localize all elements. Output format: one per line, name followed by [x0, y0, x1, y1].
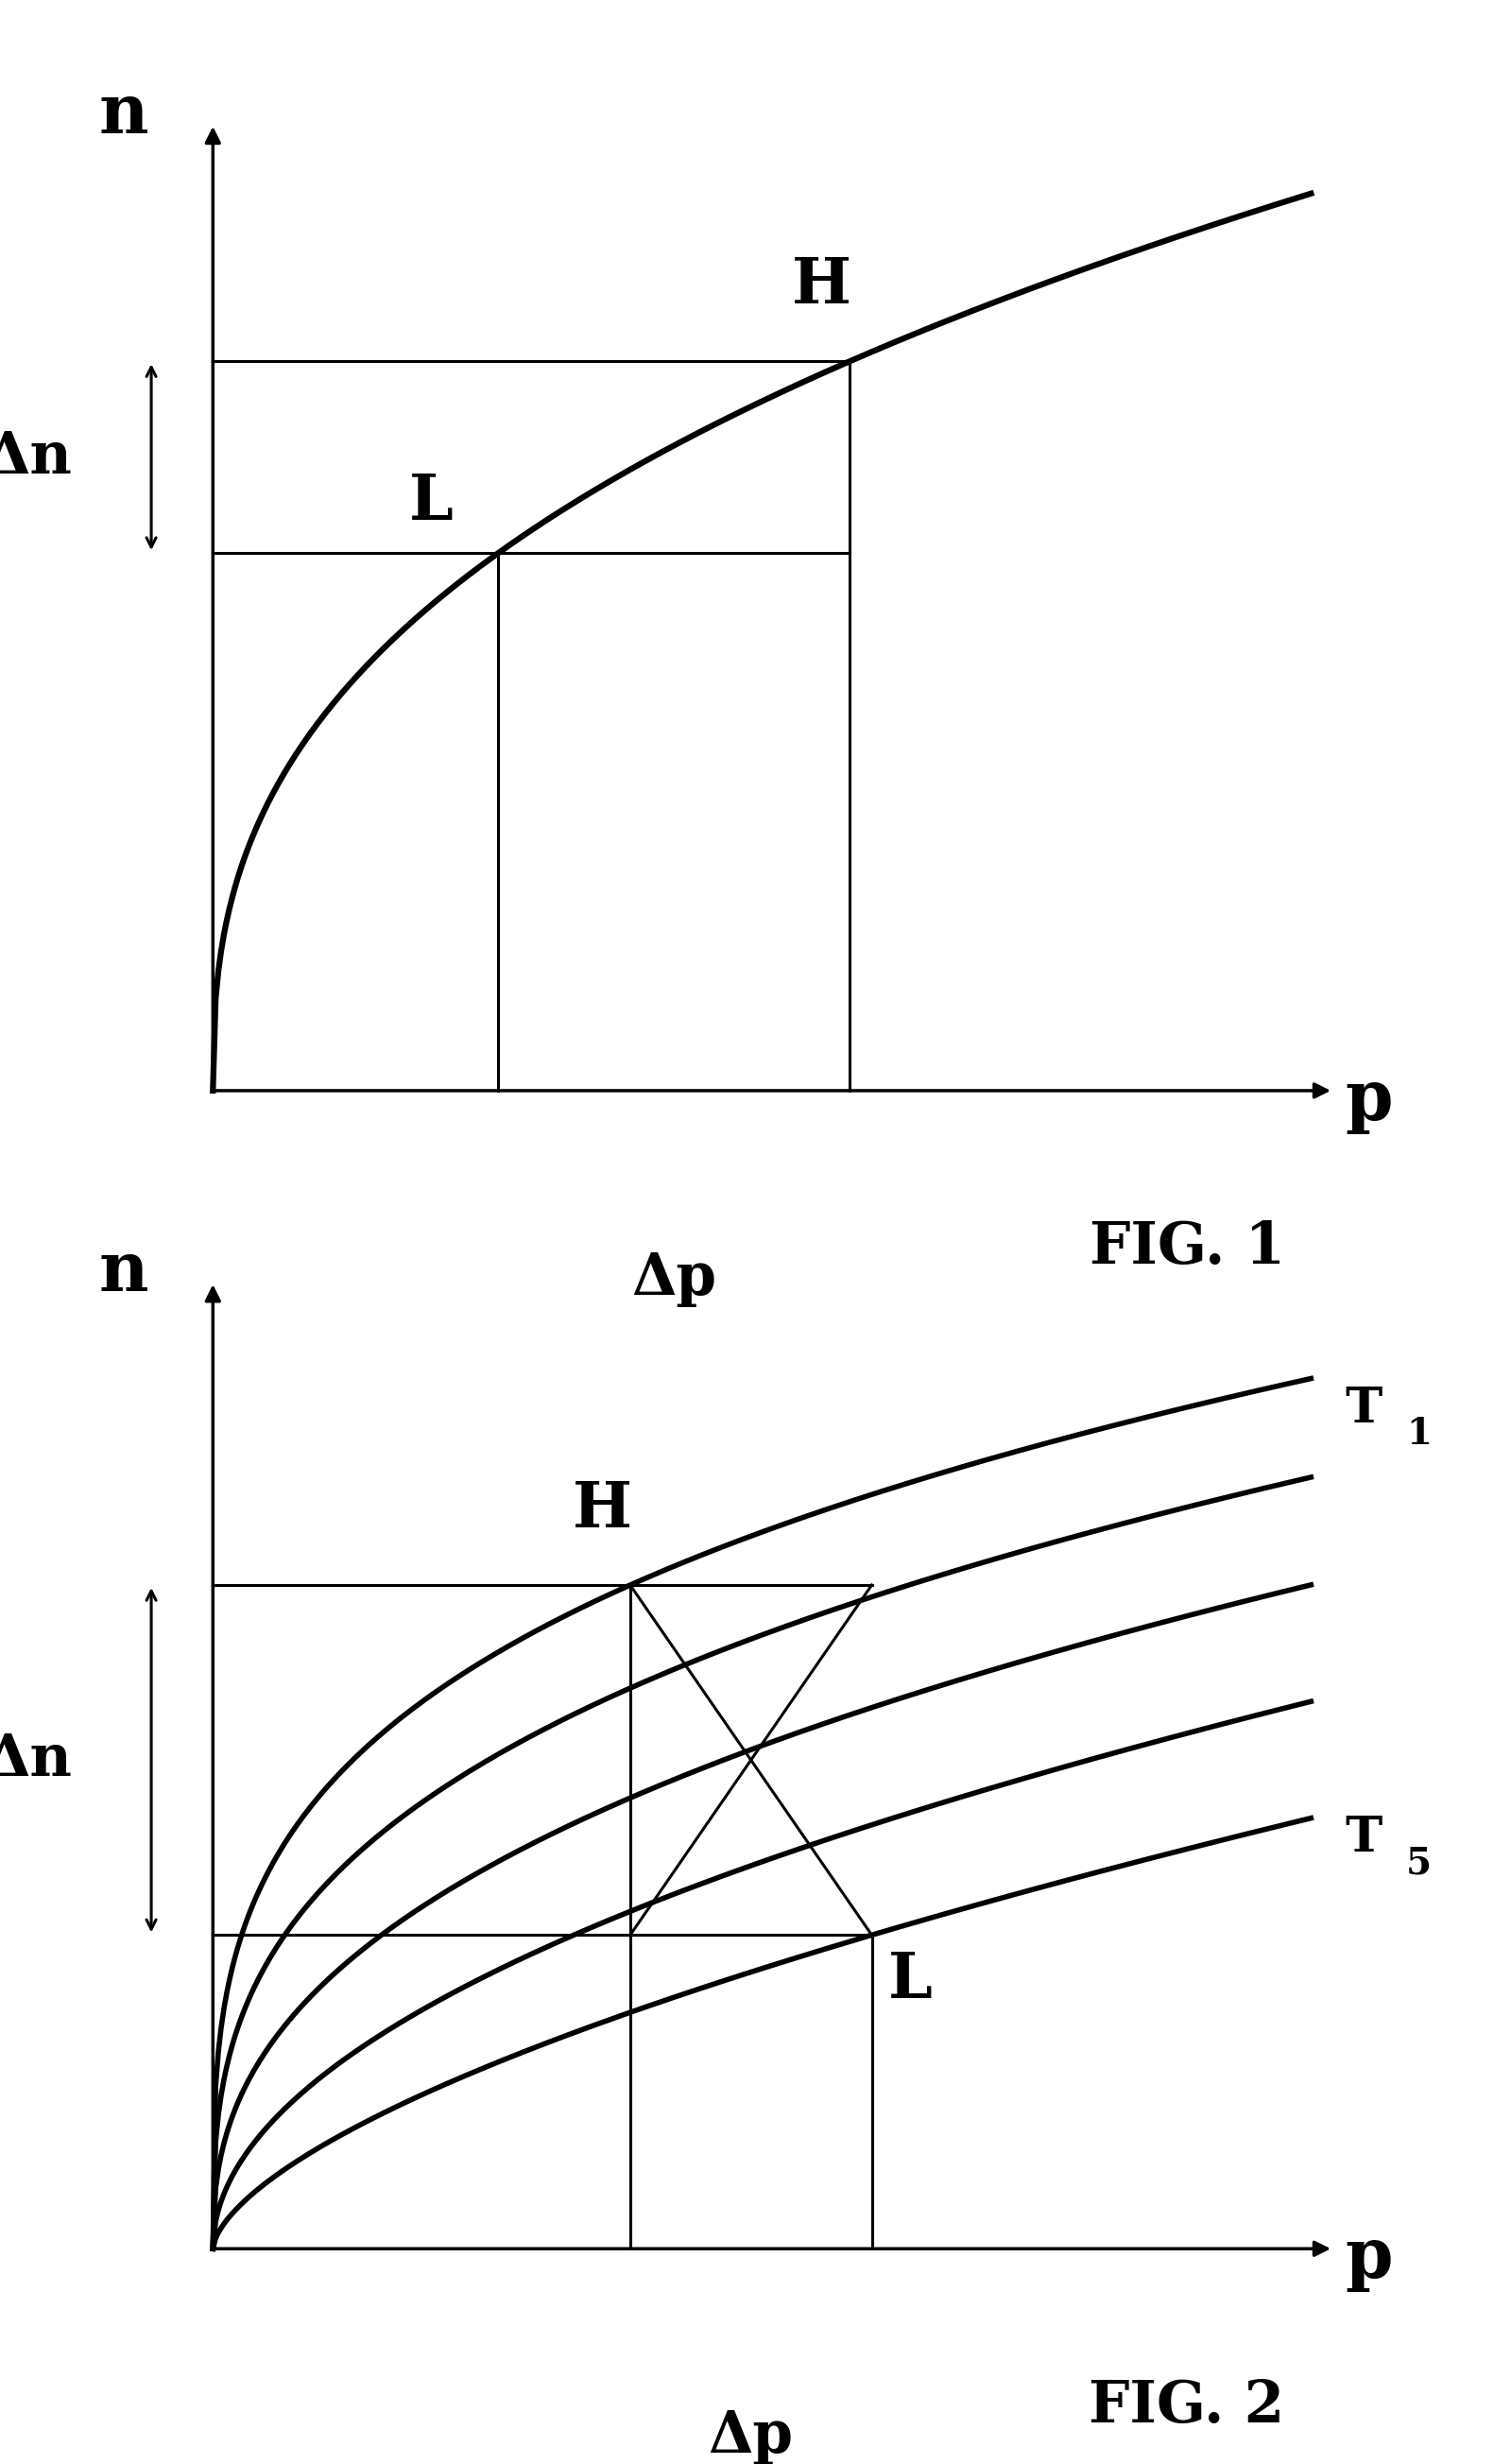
Text: p: p: [1345, 2225, 1392, 2292]
Text: Δp: Δp: [708, 2407, 793, 2464]
Text: H: H: [792, 254, 852, 315]
Text: L: L: [889, 1949, 932, 2011]
Text: 5: 5: [1406, 1846, 1431, 1880]
Text: T: T: [1345, 1385, 1382, 1432]
Text: T: T: [1345, 1814, 1382, 1863]
Text: n: n: [99, 1239, 148, 1306]
Text: n: n: [99, 81, 148, 148]
Text: Δn: Δn: [0, 429, 72, 485]
Text: FIG. 2: FIG. 2: [1089, 2378, 1285, 2434]
Text: L: L: [409, 471, 453, 532]
Text: Δp: Δp: [632, 1249, 717, 1306]
Text: Δn: Δn: [0, 1732, 72, 1789]
Text: p: p: [1345, 1067, 1392, 1133]
Text: 1: 1: [1406, 1414, 1431, 1451]
Text: H: H: [572, 1478, 632, 1540]
Text: FIG. 1: FIG. 1: [1089, 1220, 1285, 1276]
